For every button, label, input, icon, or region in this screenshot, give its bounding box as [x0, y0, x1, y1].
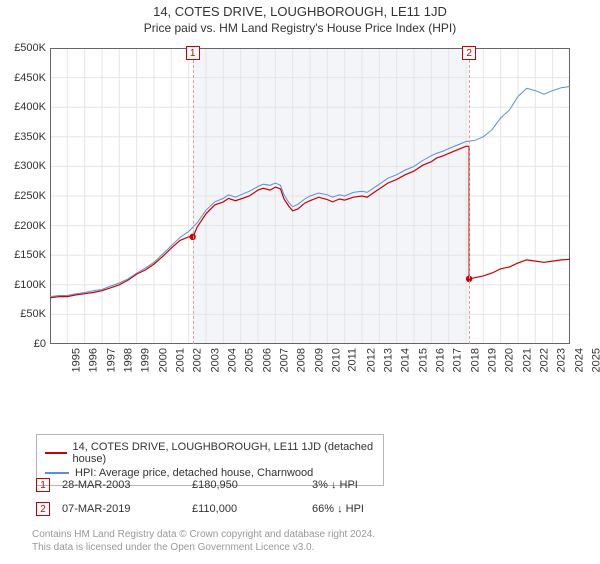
- sale-marker-guide: [469, 60, 470, 344]
- x-tick-label: 2018: [469, 348, 481, 372]
- sale-price: £110,000: [192, 503, 312, 515]
- x-tick-label: 1997: [105, 348, 117, 372]
- x-tick-label: 2025: [590, 348, 600, 372]
- y-tick-label: £400K: [2, 101, 46, 113]
- sale-row: 2 07-MAR-2019£110,00066% ↓ HPI: [36, 502, 422, 516]
- y-tick-label: £200K: [2, 220, 46, 232]
- chart-area: £0 £50K £100K £150K £200K £250K £300K £350K £400…: [0, 44, 600, 384]
- y-tick-label: £150K: [2, 249, 46, 261]
- legend-item: 14, COTES DRIVE, LOUGHBOROUGH, LE11 1JD …: [45, 441, 375, 465]
- x-tick-label: 2001: [174, 348, 186, 372]
- x-tick-label: 2019: [486, 348, 498, 372]
- x-tick-label: 2024: [573, 348, 585, 372]
- x-tick-label: 2006: [261, 348, 273, 372]
- sale-date: 28-MAR-2003: [62, 479, 192, 491]
- y-tick-label: £0: [2, 338, 46, 350]
- x-tick-label: 2000: [157, 348, 169, 372]
- legend-swatch: [45, 452, 67, 454]
- sale-hpi-diff: 66% ↓ HPI: [312, 503, 422, 515]
- x-tick-label: 2022: [538, 348, 550, 372]
- legend-swatch: [45, 472, 69, 474]
- x-tick-label: 2003: [209, 348, 221, 372]
- sale-row: 1 28-MAR-2003£180,9503% ↓ HPI: [36, 478, 422, 492]
- x-tick-label: 2021: [521, 348, 533, 372]
- sale-marker-box: 1: [186, 46, 200, 60]
- footer-text: Contains HM Land Registry data © Crown c…: [32, 528, 375, 554]
- y-tick-label: £250K: [2, 190, 46, 202]
- x-tick-label: 2014: [400, 348, 412, 372]
- x-tick-label: 2020: [504, 348, 516, 372]
- y-tick-label: £50K: [2, 308, 46, 320]
- sale-row-marker: 1: [36, 478, 50, 492]
- x-tick-label: 1998: [122, 348, 134, 372]
- footer-line-1: Contains HM Land Registry data © Crown c…: [32, 528, 375, 541]
- x-tick-label: 2023: [556, 348, 568, 372]
- x-tick-label: 1996: [88, 348, 100, 372]
- x-tick-label: 2002: [192, 348, 204, 372]
- y-tick-label: £300K: [2, 160, 46, 172]
- x-tick-label: 2007: [278, 348, 290, 372]
- sale-marker-guide: [193, 60, 194, 344]
- x-tick-label: 2010: [330, 348, 342, 372]
- y-tick-label: £500K: [2, 42, 46, 54]
- legend-label: 14, COTES DRIVE, LOUGHBOROUGH, LE11 1JD …: [73, 441, 375, 465]
- sale-date: 07-MAR-2019: [62, 503, 192, 515]
- x-tick-label: 1999: [140, 348, 152, 372]
- sale-row-marker: 2: [36, 502, 50, 516]
- x-tick-label: 2012: [365, 348, 377, 372]
- plot-box: [50, 48, 570, 344]
- x-tick-label: 2008: [296, 348, 308, 372]
- x-tick-label: 2009: [313, 348, 325, 372]
- x-tick-label: 2016: [434, 348, 446, 372]
- y-tick-label: £100K: [2, 279, 46, 291]
- footer-line-2: This data is licensed under the Open Gov…: [32, 541, 375, 554]
- x-tick-label: 2015: [417, 348, 429, 372]
- page-subtitle: Price paid vs. HM Land Registry's House …: [0, 21, 600, 35]
- plot-svg: [50, 48, 570, 344]
- sale-hpi-diff: 3% ↓ HPI: [312, 479, 422, 491]
- page-title: 14, COTES DRIVE, LOUGHBOROUGH, LE11 1JD: [0, 4, 600, 19]
- x-tick-label: 2004: [226, 348, 238, 372]
- sale-price: £180,950: [192, 479, 312, 491]
- x-tick-label: 1995: [70, 348, 82, 372]
- x-tick-label: 2017: [452, 348, 464, 372]
- sale-marker-box: 2: [462, 46, 476, 60]
- x-tick-label: 2011: [347, 348, 359, 372]
- y-tick-label: £450K: [2, 72, 46, 84]
- x-tick-label: 2005: [244, 348, 256, 372]
- x-tick-label: 2013: [382, 348, 394, 372]
- y-tick-label: £350K: [2, 131, 46, 143]
